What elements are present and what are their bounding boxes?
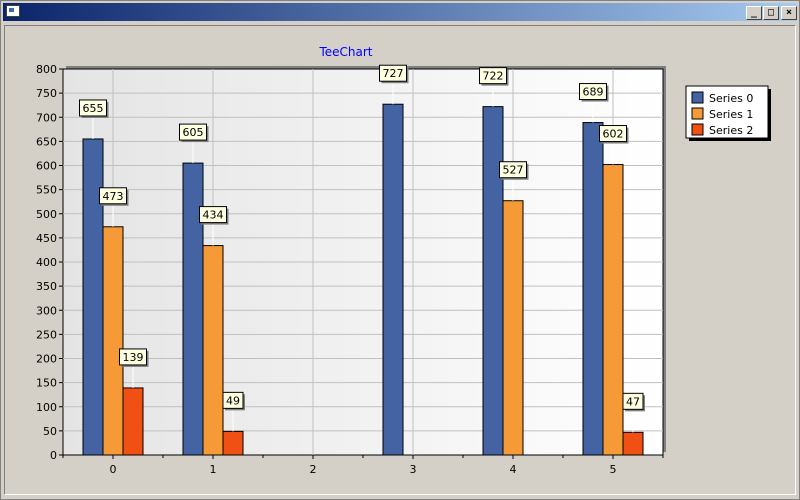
- bar-series-2-cat-5[interactable]: [622, 431, 644, 456]
- data-label-box: [622, 392, 644, 410]
- bar-series-1-cat-5[interactable]: [602, 164, 624, 456]
- data-label-box: [99, 187, 127, 205]
- legend-swatch: [691, 123, 704, 136]
- y-tick-label: 700: [36, 111, 57, 124]
- y-tick-label: 750: [36, 87, 57, 100]
- data-label-text: 139: [123, 351, 144, 364]
- y-tick-label: 500: [36, 208, 57, 221]
- bar-series-2-cat-0[interactable]: [122, 387, 144, 456]
- data-label-box: [179, 123, 207, 141]
- data-label-box: [79, 99, 107, 117]
- y-tick-label: 50: [43, 425, 57, 438]
- close-button[interactable]: ×: [781, 6, 797, 20]
- y-tick-label: 350: [36, 280, 57, 293]
- bar-series-2-cat-1[interactable]: [222, 430, 244, 456]
- y-tick-label: 650: [36, 135, 57, 148]
- x-tick-label: 5: [610, 463, 617, 476]
- minimize-button[interactable]: _: [746, 6, 762, 20]
- bar-series-0-cat-5[interactable]: [582, 122, 604, 456]
- data-label: 605: [179, 123, 209, 164]
- y-tick-label: 550: [36, 184, 57, 197]
- legend-swatch: [691, 107, 704, 120]
- app-icon[interactable]: [6, 5, 20, 17]
- data-label-text: 434: [203, 209, 224, 222]
- data-label-box: [222, 391, 244, 409]
- y-tick-label: 100: [36, 401, 57, 414]
- data-label: 527: [499, 161, 529, 201]
- data-label: 473: [99, 187, 129, 227]
- data-label-box: [119, 348, 147, 366]
- bar-series-1-cat-0[interactable]: [102, 226, 124, 456]
- data-label-box: [599, 125, 627, 143]
- y-tick-label: 200: [36, 353, 57, 366]
- legend-label: Series 2: [709, 124, 753, 137]
- data-label: 434: [199, 206, 229, 246]
- bar-series-0-cat-4[interactable]: [482, 106, 504, 456]
- bar-series-0-cat-3[interactable]: [382, 103, 404, 456]
- legend-label: Series 1: [709, 108, 753, 121]
- data-label-text: 655: [83, 102, 104, 115]
- chart-title: TeeChart: [318, 45, 372, 59]
- legend-label: Series 0: [709, 92, 753, 105]
- data-label: 49: [222, 391, 245, 432]
- data-label-box: [579, 83, 607, 101]
- data-label-text: 47: [626, 395, 640, 408]
- y-tick-label: 600: [36, 160, 57, 173]
- y-tick-label: 450: [36, 232, 57, 245]
- data-label-text: 49: [226, 394, 240, 407]
- data-label-box: [479, 67, 507, 85]
- maximize-button[interactable]: □: [763, 6, 779, 20]
- x-tick-label: 4: [510, 463, 517, 476]
- data-label-box: [199, 206, 227, 224]
- y-tick-label: 150: [36, 377, 57, 390]
- data-label: 722: [479, 67, 509, 107]
- bar-series-1-cat-1[interactable]: [202, 245, 224, 456]
- data-label: 655: [79, 99, 109, 139]
- data-label-text: 727: [383, 67, 404, 80]
- data-label-text: 602: [603, 128, 624, 141]
- x-tick-label: 1: [210, 463, 217, 476]
- bar-series-1-cat-4[interactable]: [502, 200, 524, 456]
- y-tick-label: 400: [36, 256, 57, 269]
- chart-panel: TeeChart 0 50 100 150 200 250 300 350 400 450 500 5…: [4, 25, 796, 495]
- data-label-box: [499, 161, 527, 179]
- data-label-text: 527: [503, 164, 524, 177]
- data-label-text: 605: [183, 126, 204, 139]
- y-tick-label: 800: [36, 63, 57, 76]
- y-tick-label: 0: [50, 449, 57, 462]
- data-label-text: 689: [583, 86, 604, 99]
- legend-swatch: [691, 91, 704, 104]
- data-label: 47: [622, 392, 645, 433]
- y-tick-label: 250: [36, 328, 57, 341]
- y-tick-label: 300: [36, 304, 57, 317]
- data-label: 689: [579, 83, 609, 123]
- teechart: TeeChart 0501001502002503003504004505005…: [36, 45, 771, 476]
- data-label: 139: [119, 348, 149, 388]
- title-bar[interactable]: _ □ ×: [3, 3, 797, 21]
- x-tick-label: 2: [310, 463, 317, 476]
- x-tick-label: 3: [410, 463, 417, 476]
- data-label-box: [379, 64, 407, 82]
- x-tick-label: 0: [110, 463, 117, 476]
- data-label: 602: [599, 125, 629, 165]
- data-label: 727: [379, 64, 409, 105]
- legend: Series 0 Series 1 Series 2: [685, 85, 771, 141]
- bar-series-0-cat-0[interactable]: [82, 138, 104, 456]
- data-label-text: 473: [103, 190, 124, 203]
- data-label-text: 722: [483, 70, 504, 83]
